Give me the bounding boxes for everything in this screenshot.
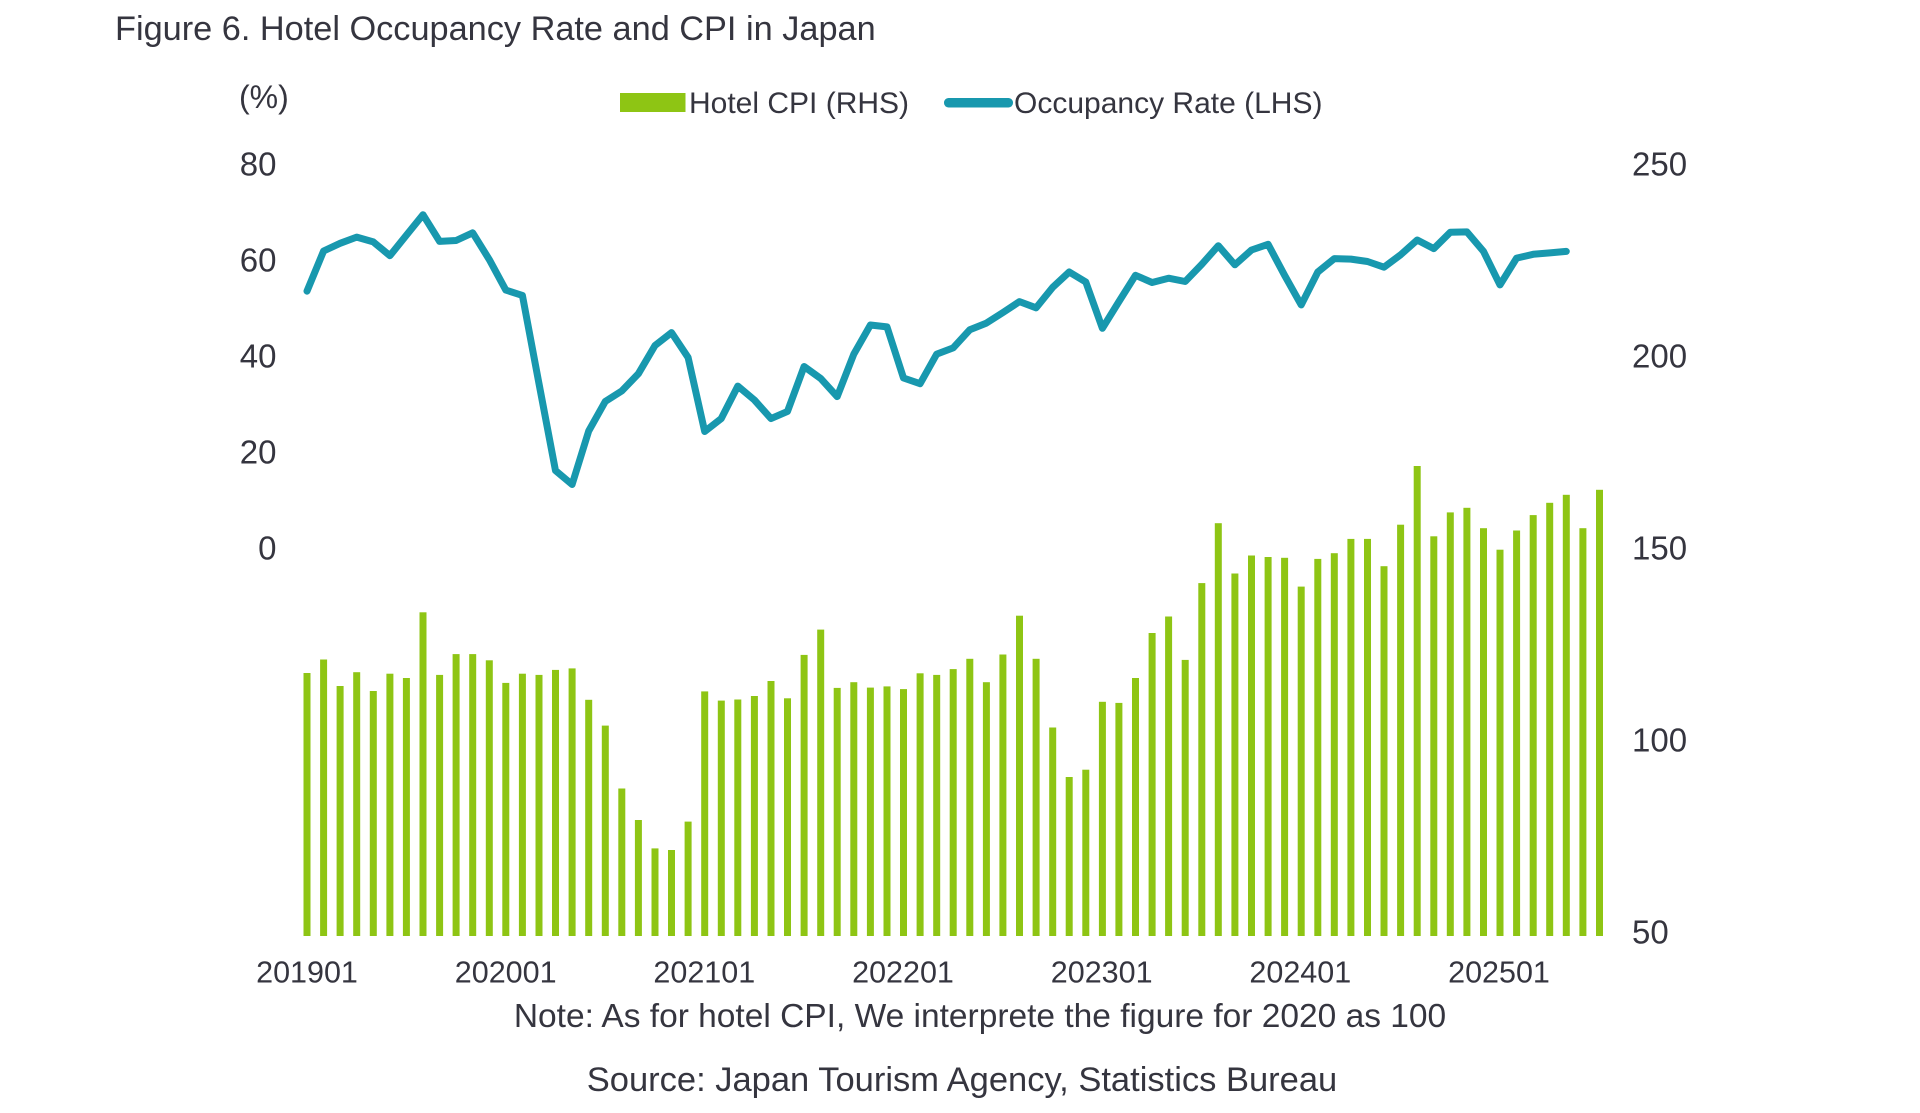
svg-text:202301: 202301 xyxy=(1051,956,1153,990)
svg-text:Occupancy Rate (LHS): Occupancy Rate (LHS) xyxy=(1014,87,1322,120)
svg-text:Note: As for hotel CPI, We int: Note: As for hotel CPI, We interprete th… xyxy=(514,998,1446,1035)
svg-text:Hotel CPI (RHS): Hotel CPI (RHS) xyxy=(689,87,909,120)
svg-text:100: 100 xyxy=(1632,722,1687,759)
svg-text:150: 150 xyxy=(1632,530,1687,567)
svg-text:200: 200 xyxy=(1632,338,1687,375)
svg-text:40: 40 xyxy=(240,338,277,375)
svg-text:0: 0 xyxy=(258,530,276,567)
svg-text:202501: 202501 xyxy=(1448,956,1550,990)
svg-text:20: 20 xyxy=(240,434,277,471)
svg-text:250: 250 xyxy=(1632,146,1687,183)
svg-text:202401: 202401 xyxy=(1249,956,1351,990)
svg-text:201901: 201901 xyxy=(256,956,358,990)
svg-text:50: 50 xyxy=(1632,914,1669,951)
svg-text:Figure 6. Hotel Occupancy Rate: Figure 6. Hotel Occupancy Rate and CPI i… xyxy=(115,10,876,48)
svg-text:202201: 202201 xyxy=(852,956,954,990)
svg-text:80: 80 xyxy=(240,146,277,183)
svg-text:Source: Japan Tourism Agency,: Source: Japan Tourism Agency, Statistics… xyxy=(587,1061,1337,1099)
svg-text:202101: 202101 xyxy=(653,956,755,990)
svg-text:(%): (%) xyxy=(239,79,289,115)
svg-text:60: 60 xyxy=(240,242,277,279)
svg-text:202001: 202001 xyxy=(455,956,557,990)
